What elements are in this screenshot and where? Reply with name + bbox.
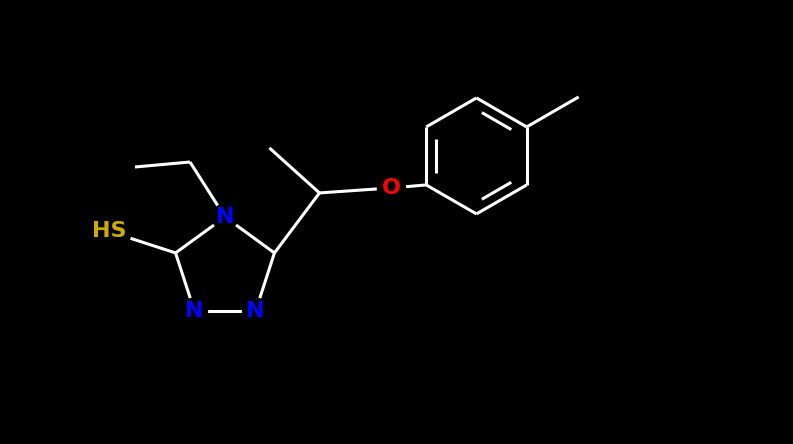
Text: O: O	[382, 178, 401, 198]
Text: N: N	[247, 301, 265, 321]
Circle shape	[377, 174, 405, 202]
Circle shape	[212, 204, 238, 230]
Text: HS: HS	[92, 221, 126, 241]
Circle shape	[243, 298, 269, 324]
Circle shape	[182, 298, 208, 324]
Circle shape	[87, 209, 131, 253]
Text: N: N	[186, 301, 204, 321]
Text: N: N	[216, 207, 234, 227]
